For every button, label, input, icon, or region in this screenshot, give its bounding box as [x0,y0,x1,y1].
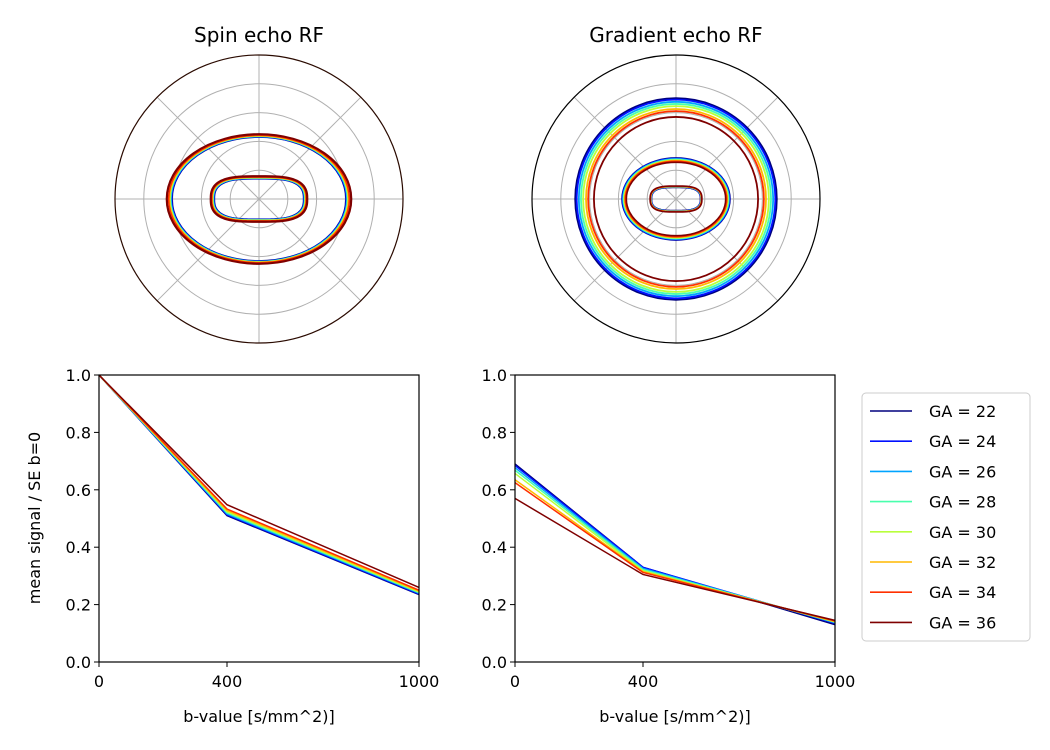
y-tick-label: 0.4 [482,538,507,557]
legend-label: GA = 26 [929,462,996,481]
polar-contour-outer [587,110,765,288]
polar-contour-outer [580,103,772,295]
polar-plot-spin-echo [114,54,404,344]
polar-frame [114,54,404,344]
polar-grid-spoke [573,96,677,200]
polar-title-gradient-echo: Gradient echo RF [589,23,762,47]
y-tick-label: 0.6 [66,481,91,500]
series-line [514,497,836,622]
series-line [98,374,420,591]
polar-contour-inner [209,175,309,223]
y-axis-label-left: mean signal / SE b=0 [25,432,44,604]
legend: GA = 22 GA = 24 GA = 26 GA = 28 GA = 30 GA = … [861,392,1031,642]
legend-label: GA = 34 [929,583,996,602]
series-line [514,463,836,626]
series-line [98,374,420,596]
x-tick-label: 0 [94,672,104,691]
series-line [514,464,836,624]
y-tick-label: 0.4 [66,538,91,557]
polar-grid-spoke [675,198,779,302]
polar-contour-outer [575,98,777,300]
series-line [98,374,420,594]
polar-contour-middle [624,160,728,238]
legend-label: GA = 36 [929,613,996,632]
series-line [98,374,420,593]
legend-label: GA = 32 [929,553,996,572]
y-tick-label: 0.8 [482,423,507,442]
y-tick-label: 1.0 [66,366,91,385]
legend-label: GA = 30 [929,523,996,542]
x-tick-label: 400 [628,672,659,691]
legend-label: GA = 28 [929,493,996,512]
x-tick-label: 1000 [399,672,440,691]
polar-contour-outer [582,105,770,293]
series-line [98,374,420,589]
series-line [514,467,836,624]
series-line [98,374,420,594]
y-tick-label: 0.2 [66,596,91,615]
polar-contour-outer [574,97,778,301]
y-tick-label: 0.0 [482,653,507,672]
polar-plot-gradient-echo [531,54,821,344]
series-line [514,469,836,623]
y-tick-label: 0.8 [66,423,91,442]
axes-frame [514,374,836,663]
polar-contour-outer [585,108,767,290]
polar-title-spin-echo: Spin echo RF [194,23,324,47]
polar-grid-spoke [675,96,779,200]
line-plot-spin-echo: 0.0 0.2 0.4 0.6 0.8 1.0 0 400 1000 [66,366,440,691]
polar-contour-outer [577,100,775,298]
x-axis-label-left: b-value [s/mm^2)] [183,707,335,726]
legend-label: GA = 22 [929,402,996,421]
series-line [514,479,836,623]
series-line [98,374,420,592]
x-tick-label: 1000 [815,672,856,691]
x-tick-label: 0 [510,672,520,691]
legend-frame [861,392,1031,642]
y-tick-label: 0.6 [482,481,507,500]
polar-contour-outer [593,116,759,282]
series-line [98,374,420,595]
x-tick-label: 400 [212,672,243,691]
x-axis-label-right: b-value [s/mm^2)] [599,707,751,726]
y-tick-label: 0.0 [66,653,91,672]
polar-frame [531,54,821,344]
polar-contour-outer [165,133,353,265]
axes-frame [98,374,420,663]
series-line [514,472,836,623]
polar-contour-middle [625,161,727,237]
polar-grid-spoke [573,198,677,302]
line-plot-gradient-echo: 0.0 0.2 0.4 0.6 0.8 1.0 0 400 1000 [482,366,856,691]
y-tick-label: 0.2 [482,596,507,615]
polar-contour-inner [649,185,703,213]
y-tick-label: 1.0 [482,366,507,385]
legend-label: GA = 24 [929,432,996,451]
